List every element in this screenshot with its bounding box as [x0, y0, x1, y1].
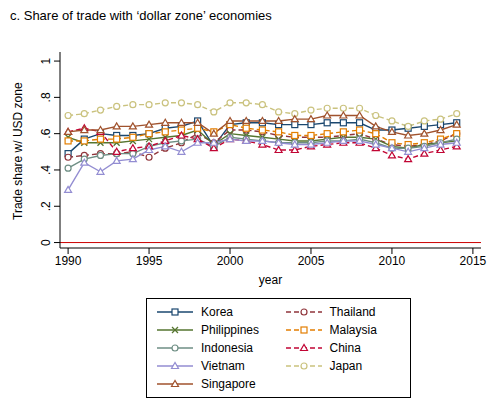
svg-text:.6: .6 — [39, 128, 53, 138]
svg-text:1: 1 — [39, 57, 53, 64]
html-text:Malaysia: Malaysia — [329, 323, 377, 337]
svg-text:.4: .4 — [39, 165, 53, 175]
html-text:Japan: Japan — [329, 359, 363, 373]
svg-text:0: 0 — [39, 239, 53, 246]
svg-text:year: year — [259, 273, 282, 287]
html-text:Singapore: Singapore — [201, 377, 256, 391]
svg-text:2015: 2015 — [460, 254, 487, 268]
svg-text:2005: 2005 — [298, 254, 325, 268]
svg-text:Trade share w/ USD zone: Trade share w/ USD zone — [11, 82, 25, 220]
html-text:Vietnam: Vietnam — [201, 359, 245, 373]
svg-text:2000: 2000 — [217, 254, 244, 268]
svg-text:1990: 1990 — [55, 254, 82, 268]
svg-text:.2: .2 — [39, 201, 53, 211]
svg-text:.8: .8 — [39, 92, 53, 102]
html-text:Philippines: Philippines — [201, 323, 259, 337]
html-text:Indonesia: Indonesia — [201, 341, 253, 355]
svg-text:2010: 2010 — [379, 254, 406, 268]
html-text:China: China — [329, 341, 361, 355]
html-text:Thailand: Thailand — [329, 305, 376, 319]
svg-text:1995: 1995 — [136, 254, 163, 268]
html-text:Korea: Korea — [201, 305, 233, 319]
html-text:c. Share of trade with ‘dollar: c. Share of trade with ‘dollar zone’ eco… — [10, 8, 272, 23]
